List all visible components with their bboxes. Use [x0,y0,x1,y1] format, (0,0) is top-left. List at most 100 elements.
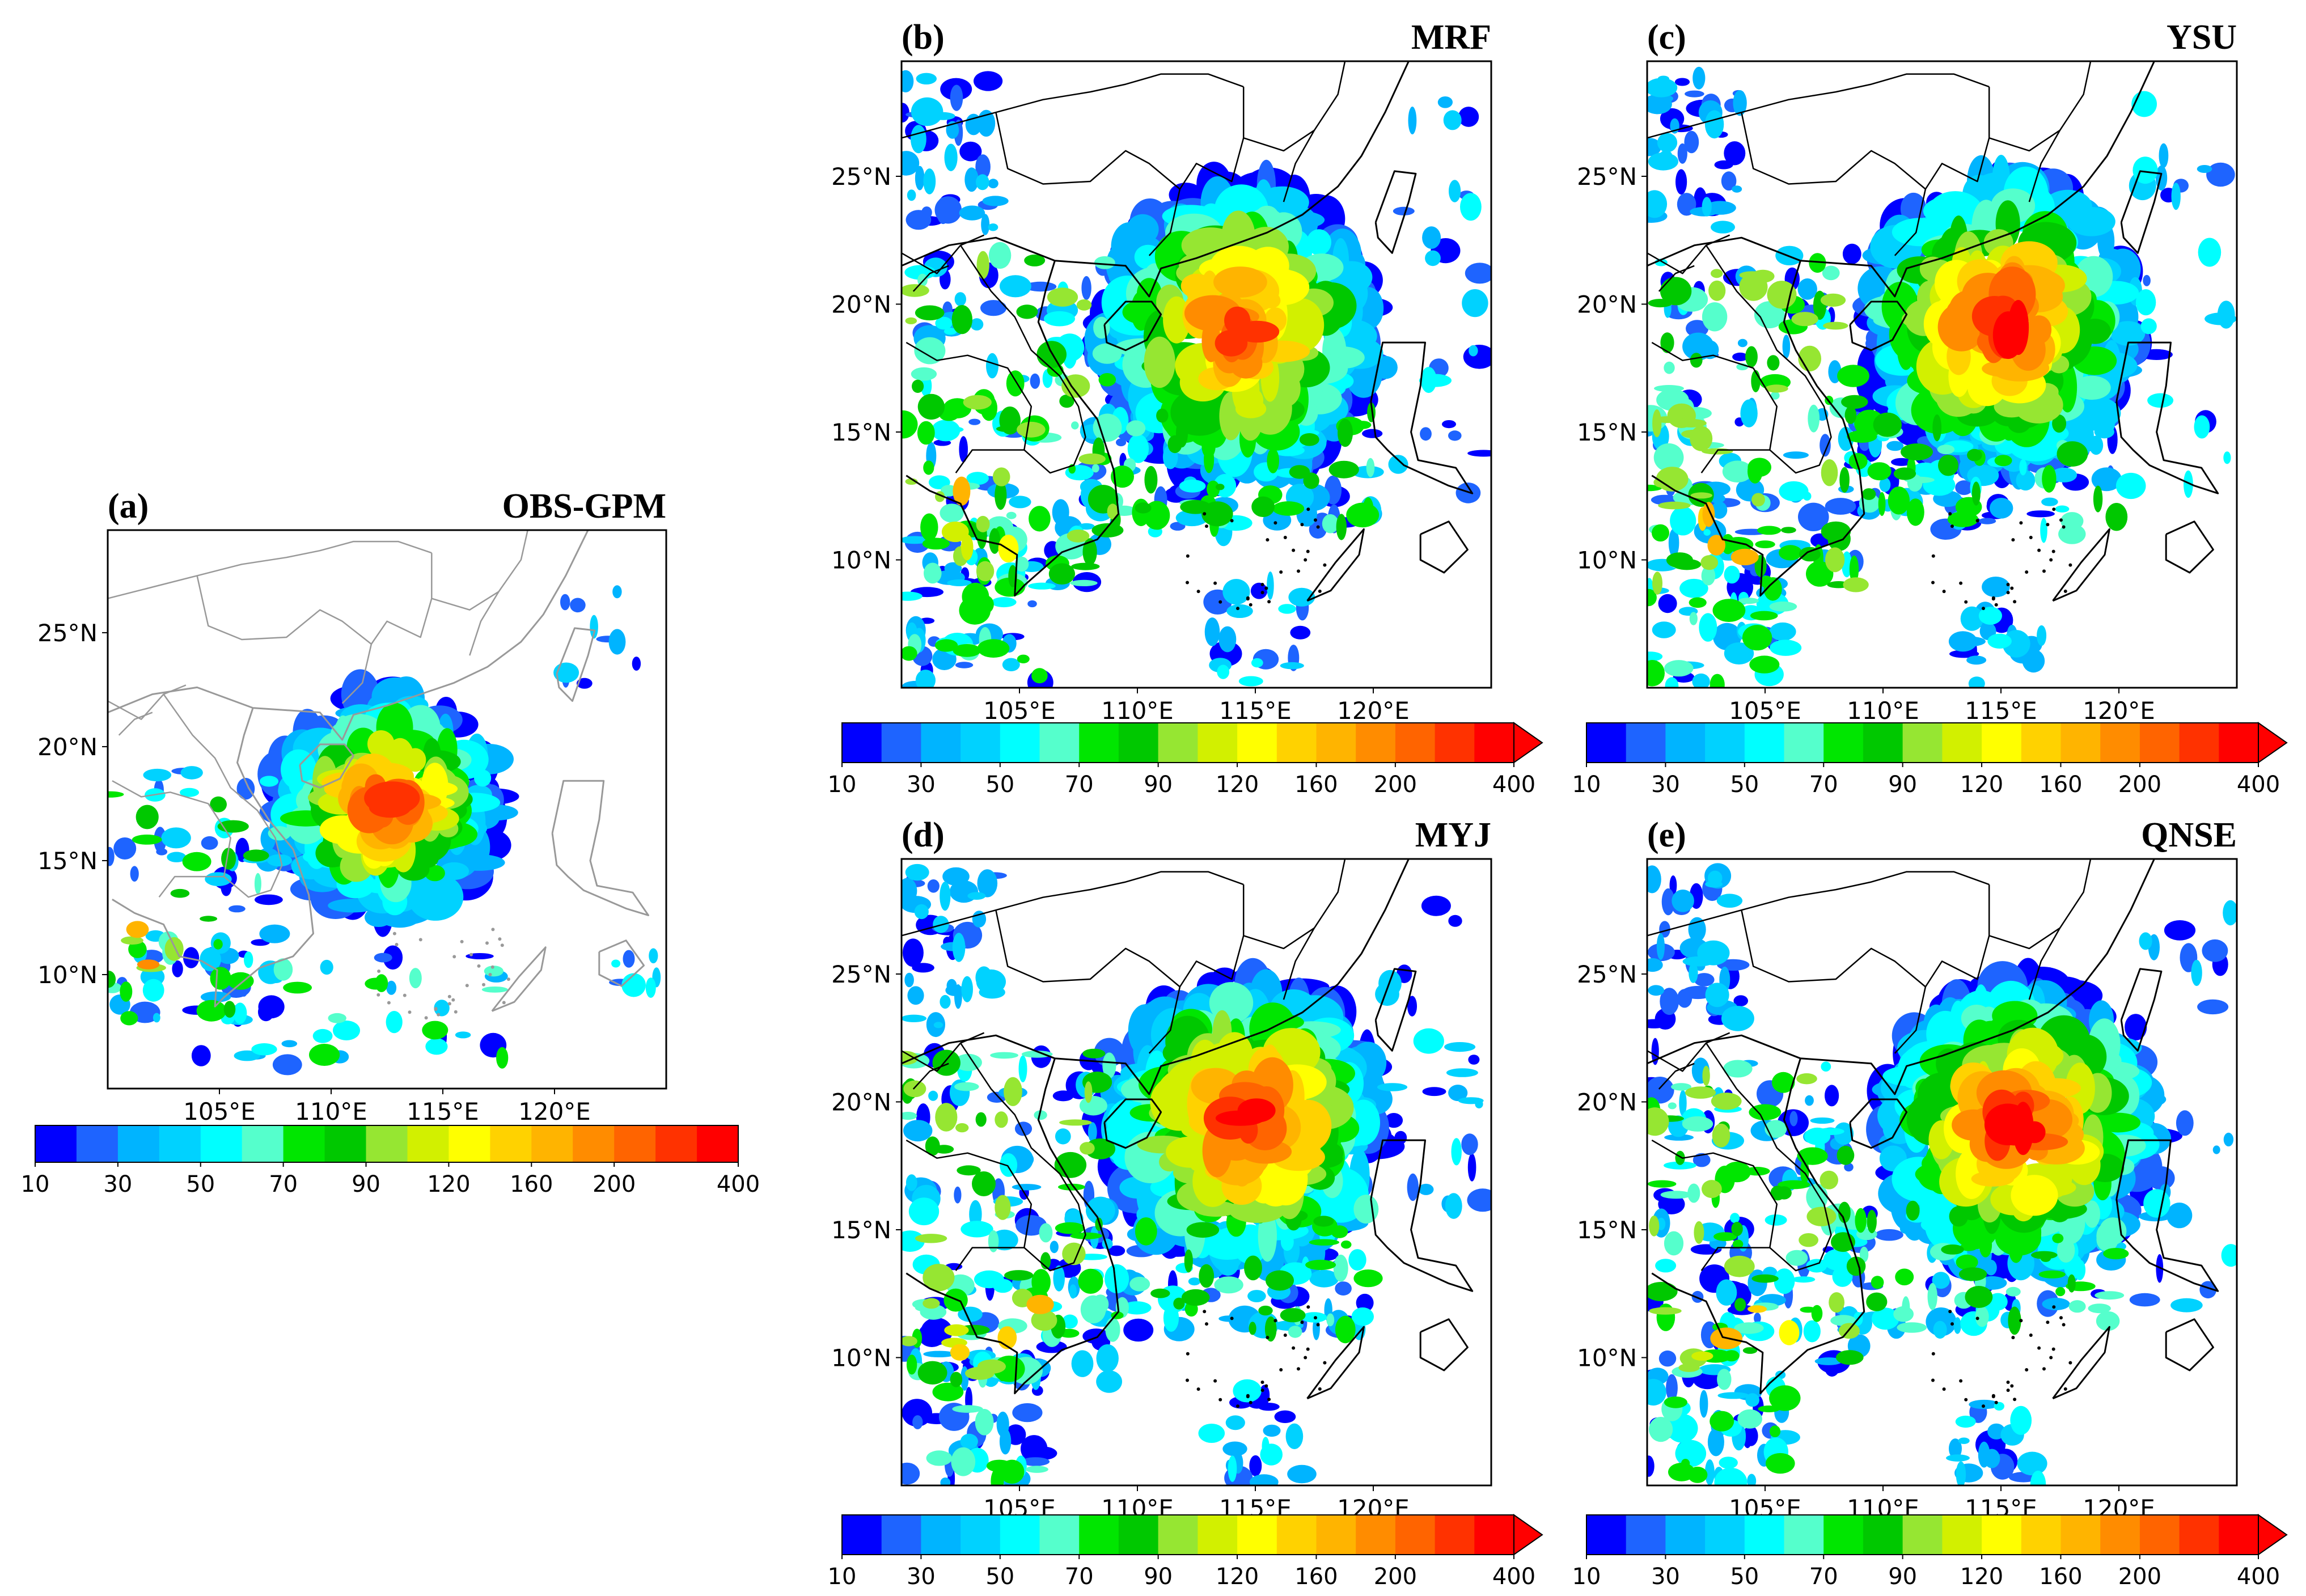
rain-cell [1062,341,1077,369]
rain-cell [1029,506,1051,532]
colorbar-segment [2139,1515,2180,1555]
rain-cell [1299,433,1319,446]
island [2010,586,2014,590]
rain-cell [1707,535,1725,556]
lat-label: 15°N [831,418,891,446]
rain-cell [1082,1048,1106,1059]
rain-cell [940,1478,951,1485]
coastline [1647,61,2155,298]
rain-cell [1731,1222,1743,1237]
rain-cell [1287,1464,1317,1484]
rain-cell [223,1001,236,1018]
rain-cell [191,1045,211,1066]
rain-cell [2051,467,2077,482]
rain-cell [1906,1200,1920,1221]
rain-cell [1867,1209,1877,1234]
rain-cell [1758,602,1769,614]
rain-cell [1238,676,1263,687]
rain-cell [975,1409,994,1436]
country-border [1988,129,2060,152]
colorbar-segment [407,1125,449,1162]
island [1297,569,1300,573]
rain-cell [2167,1203,2193,1229]
rain-cell [1150,1288,1170,1298]
rain-cell [422,1021,448,1040]
rain-cell [1181,1289,1210,1306]
lat-label: 20°N [1577,290,1637,318]
colorbar-segment [1744,1515,1785,1555]
rain-cell [1446,1068,1478,1077]
island [1283,536,1287,539]
rain-cell [947,579,972,586]
rain-cell [989,528,1001,554]
rain-cell [2206,162,2235,187]
island [1300,1320,1304,1324]
rain-cell [170,888,190,898]
rain-cell [1694,1221,1704,1244]
rain-cell [1779,545,1803,561]
rain-cell [1108,1245,1126,1256]
rain-cell [1702,1180,1722,1199]
rain-cell [1256,1165,1295,1206]
rain-cell [2042,1298,2070,1310]
rain-cell [907,986,924,1005]
country-border [1243,129,1315,152]
lon-label: 120°E [1337,697,1410,725]
rain-cell [1717,1369,1732,1390]
lat-label: 10°N [831,1344,891,1371]
rain-cell [1783,451,1809,459]
lat-label: 10°N [1577,546,1637,574]
rain-cell [1792,1276,1816,1283]
rain-cell [1674,78,1690,86]
rain-cell [108,846,115,866]
rain-cell [1351,1307,1374,1326]
island [1323,1361,1327,1365]
rain-cell [2005,1286,2021,1297]
island [1186,554,1190,558]
colorbar-segment [1435,723,1475,763]
panel-a: 25°N 20°N 15°N 10°N 105°E 110°E 115°E 120°E (a) O… [21,487,760,1197]
rain-cell [1848,453,1868,470]
panel-title: YSU [2167,18,2237,57]
rain-cell [2164,920,2196,941]
coastline [1647,859,2155,1095]
rain-cell [915,1234,947,1243]
island [491,928,495,932]
colorbar-tick-label: 50 [985,772,1014,798]
rain-cell [911,97,943,126]
rain-cell [2055,505,2070,513]
island [1297,1367,1300,1371]
country-border [118,712,153,736]
island [1267,600,1271,604]
rain-cell [1244,1255,1262,1281]
coastline [491,946,547,1012]
rain-cell [972,1171,996,1196]
colorbar-outline [1586,1514,2259,1555]
rain-cell [935,1103,958,1132]
rain-cell [931,420,961,442]
rain-cell [328,1013,346,1023]
rain-cell [1664,1396,1687,1408]
rain-cell [995,481,1007,510]
rain-cell [1204,617,1220,646]
rain-cell [2223,1132,2234,1146]
panel-label: (b) [902,18,945,57]
rain-cell [902,591,923,601]
rain-cell [998,1369,1006,1382]
rain-cell [995,1195,1011,1220]
rain-cell [1710,1411,1734,1432]
colorbar-tick-label: 400 [1492,772,1535,798]
rain-cell [142,979,164,1002]
rain-cell [2202,939,2228,962]
island [1975,1316,1979,1320]
panel-title: MYJ [1415,816,1491,854]
rain-cell [1096,1370,1122,1393]
colorbar-segment [614,1125,656,1162]
rain-cell [1374,355,1398,379]
colorbar-segment [1705,1515,1745,1555]
rain-cell [977,1359,1006,1374]
island [1218,600,1222,604]
rain-cell [1817,1128,1844,1135]
island [452,955,456,959]
rain-cell [903,1080,926,1098]
